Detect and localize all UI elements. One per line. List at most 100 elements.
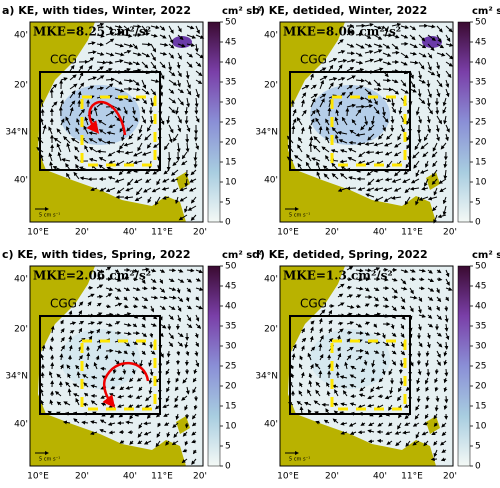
current-arrow (405, 440, 411, 448)
current-arrow (137, 440, 143, 445)
current-arrow (419, 169, 429, 174)
current-arrow (335, 109, 340, 117)
current-arrow (75, 364, 80, 370)
current-arrow (186, 287, 192, 293)
colorbar-tick-label: 50 (225, 18, 237, 28)
current-arrow (132, 24, 142, 29)
current-arrow (310, 320, 315, 325)
current-arrow (382, 124, 386, 132)
current-arrow (150, 88, 157, 96)
current-arrow (195, 70, 203, 77)
current-arrow (123, 49, 132, 54)
current-arrow (194, 332, 199, 339)
current-arrow (186, 124, 191, 133)
current-arrow (129, 440, 134, 445)
current-arrow (114, 43, 125, 48)
current-arrow (438, 178, 447, 184)
current-arrow (340, 421, 348, 426)
current-arrow (381, 368, 386, 376)
current-arrow (367, 395, 375, 400)
current-arrow (123, 341, 131, 347)
current-arrow (409, 287, 414, 295)
colorbar (207, 265, 221, 467)
current-arrow (195, 79, 203, 85)
current-arrow (181, 160, 188, 166)
current-arrow (166, 377, 171, 385)
current-arrow (177, 52, 182, 60)
current-arrow (346, 277, 353, 282)
current-arrow (364, 104, 374, 109)
current-arrow (418, 196, 429, 201)
colorbar-tick-label: 0 (225, 462, 231, 472)
colorbar-tick-label: 30 (225, 98, 237, 108)
current-arrow (85, 362, 90, 370)
x-tick-label: 20' (75, 472, 89, 482)
current-arrow (400, 124, 405, 133)
mke-label: MKE=8.06 cm²/s² (283, 25, 401, 39)
current-arrow (168, 268, 177, 273)
current-arrow (326, 382, 330, 388)
current-arrow (172, 187, 179, 193)
current-arrow (418, 97, 426, 105)
current-arrow (144, 404, 152, 409)
current-arrow (192, 386, 197, 394)
current-arrow (87, 85, 95, 90)
current-arrow (355, 32, 364, 37)
current-arrow (337, 82, 343, 90)
current-arrow (87, 41, 96, 46)
current-arrow (382, 97, 392, 102)
current-arrow (309, 363, 314, 370)
current-arrow (190, 214, 197, 221)
current-arrow (119, 142, 125, 150)
current-arrow (437, 214, 447, 219)
current-arrow (182, 431, 188, 437)
current-arrow (193, 404, 198, 411)
current-arrow (132, 341, 139, 345)
current-arrow (68, 344, 73, 352)
current-arrow (321, 146, 330, 153)
current-arrow (114, 296, 120, 300)
current-arrow (349, 384, 357, 388)
x-tick-label: 11°E (401, 228, 423, 238)
current-arrow (182, 448, 188, 453)
panel: c) KE, with tides, Spring, 2022 MKE=2.06 … (2, 248, 262, 482)
current-arrow (99, 428, 107, 433)
current-arrow (164, 422, 170, 426)
current-arrow (122, 368, 127, 375)
current-arrow (355, 355, 363, 361)
colorbar-tick-label: 30 (225, 342, 237, 352)
x-tick-label: 10°E (27, 472, 49, 482)
current-arrow (150, 25, 160, 30)
colorbar-tick-label: 50 (475, 262, 487, 272)
current-arrow (292, 108, 297, 117)
current-arrow (301, 85, 310, 90)
current-arrow (39, 388, 44, 397)
colorbar-tick-label: 45 (225, 38, 236, 48)
current-arrow (337, 283, 345, 289)
current-arrow (426, 332, 431, 340)
current-arrow (186, 314, 192, 322)
current-arrow (159, 295, 168, 300)
current-arrow (112, 368, 117, 375)
current-arrow (318, 370, 323, 379)
current-arrow (185, 350, 190, 357)
current-arrow (150, 323, 157, 327)
current-arrow (337, 321, 344, 326)
current-arrow (346, 294, 354, 298)
current-arrow (191, 439, 197, 444)
current-arrow (445, 269, 450, 278)
current-arrow (105, 52, 115, 57)
current-arrow (168, 332, 174, 340)
current-arrow (328, 77, 338, 81)
current-arrow (66, 172, 71, 180)
current-arrow (391, 359, 397, 366)
current-arrow (342, 390, 348, 397)
current-arrow (114, 115, 121, 122)
current-arrow (334, 116, 339, 126)
current-arrow (337, 100, 343, 108)
colorbar (457, 21, 471, 223)
colorbar-tick-label: 35 (225, 322, 236, 332)
current-arrow (404, 422, 411, 426)
current-arrow (141, 151, 152, 156)
current-arrow (400, 332, 405, 338)
